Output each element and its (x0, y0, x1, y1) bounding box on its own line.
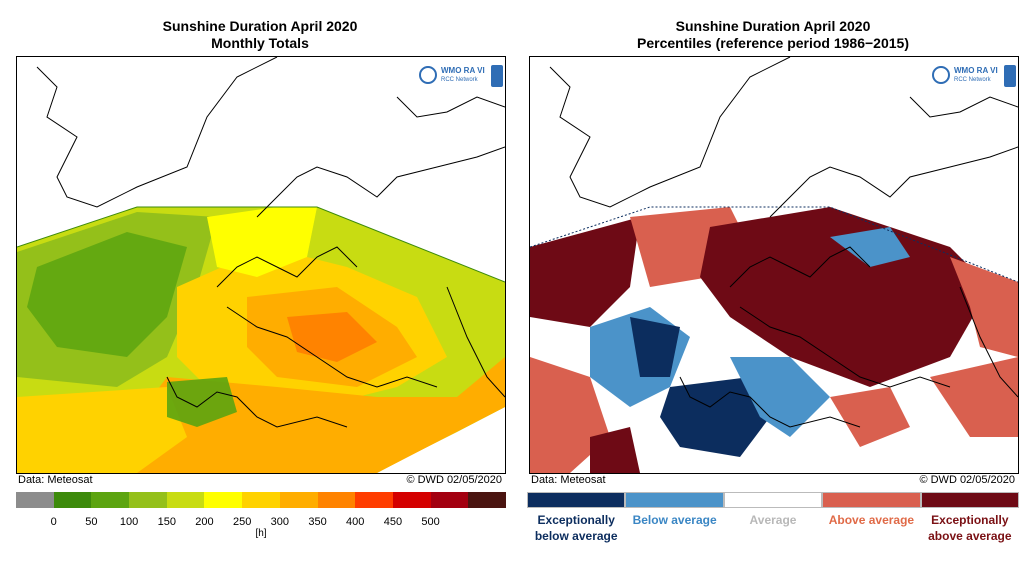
legend-tick-label: 50 (85, 516, 98, 528)
legend-tick-label: 250 (232, 516, 252, 528)
legend-swatch (468, 492, 506, 508)
legend-swatch (279, 492, 318, 508)
legend-tick-label: 200 (195, 516, 214, 528)
legend-swatch (392, 492, 431, 508)
monthly-totals-panel: Sunshine Duration April 2020 Monthly Tot… (10, 0, 510, 562)
data-source: Data: Meteosat (18, 474, 93, 486)
sunshine-totals-map: WMO RA VI RCC Network (16, 56, 506, 474)
wmo-logo: WMO RA VI RCC Network (928, 63, 1016, 91)
legend-swatch (242, 492, 280, 508)
legend-swatch (16, 492, 54, 508)
legend-unit: [h] (255, 528, 267, 539)
legend-swatch (129, 492, 167, 508)
legend-swatch (91, 492, 130, 508)
logo-text-top: WMO RA VI (954, 66, 998, 75)
legend-tick-label: 100 (119, 516, 139, 528)
wmo-logo: WMO RA VI RCC Network (415, 63, 503, 91)
legend-category-label: Exceptionally above average (921, 512, 1019, 544)
legend-category-line1: Above average (828, 513, 915, 527)
logo-text-top: WMO RA VI (441, 66, 485, 75)
data-source: Data: Meteosat (531, 474, 606, 486)
legend-category-label: Average (724, 512, 822, 544)
legend-tick-label: 400 (346, 516, 365, 528)
wmo-emblem-icon (932, 66, 950, 84)
dwd-logo-icon (491, 65, 503, 87)
legend-swatch (723, 492, 823, 508)
legend-swatch (625, 492, 724, 508)
credit: © DWD 02/05/2020 (406, 474, 502, 486)
legend-category-line1: Exceptionally (537, 513, 615, 527)
legend-category-line1: Average (749, 513, 797, 527)
legend-category-line1: Exceptionally (931, 513, 1009, 527)
hours-color-legend (16, 492, 506, 508)
map-title: Sunshine Duration April 2020 (675, 18, 871, 34)
logo-text-bottom: RCC Network (441, 77, 478, 83)
wmo-emblem-icon (419, 66, 437, 84)
percentile-legend-labels: Exceptionally below average Below average A… (527, 512, 1019, 544)
legend-swatch (430, 492, 469, 508)
dwd-logo-icon (1004, 65, 1016, 87)
legend-swatch (53, 492, 92, 508)
legend-swatch (822, 492, 921, 508)
legend-swatch (527, 492, 626, 508)
map-title: Sunshine Duration April 2020 (162, 18, 358, 34)
legend-tick-label: 500 (421, 516, 440, 528)
legend-category-line2: below average (534, 529, 618, 543)
credit: © DWD 02/05/2020 (919, 474, 1015, 486)
legend-ticks: 0 50 100 150 200 250 300 350 400 450 500 (16, 516, 506, 530)
logo-text-bottom: RCC Network (954, 77, 991, 83)
map-subtitle: Percentiles (reference period 1986−2015) (637, 35, 909, 51)
legend-swatch (920, 492, 1020, 508)
sunshine-percentiles-map: WMO RA VI RCC Network (529, 56, 1019, 474)
legend-tick-label: 450 (383, 516, 403, 528)
legend-swatch (166, 492, 205, 508)
legend-swatch (317, 492, 356, 508)
legend-tick-label: 300 (270, 516, 290, 528)
map-subtitle: Monthly Totals (211, 35, 309, 51)
percentile-color-legend (527, 492, 1020, 508)
percentiles-panel: Sunshine Duration April 2020 Percentiles… (523, 0, 1023, 562)
legend-category-label: Above average (822, 512, 920, 544)
legend-tick-label: 150 (157, 516, 176, 528)
legend-swatch (355, 492, 393, 508)
legend-swatch (204, 492, 243, 508)
legend-category-line2: above average (928, 529, 1012, 543)
legend-tick-label: 0 (50, 516, 57, 528)
legend-category-label: Exceptionally below average (527, 512, 625, 544)
legend-category-line1: Below average (632, 513, 717, 527)
legend-category-label: Below average (625, 512, 723, 544)
legend-tick-label: 350 (308, 516, 327, 528)
